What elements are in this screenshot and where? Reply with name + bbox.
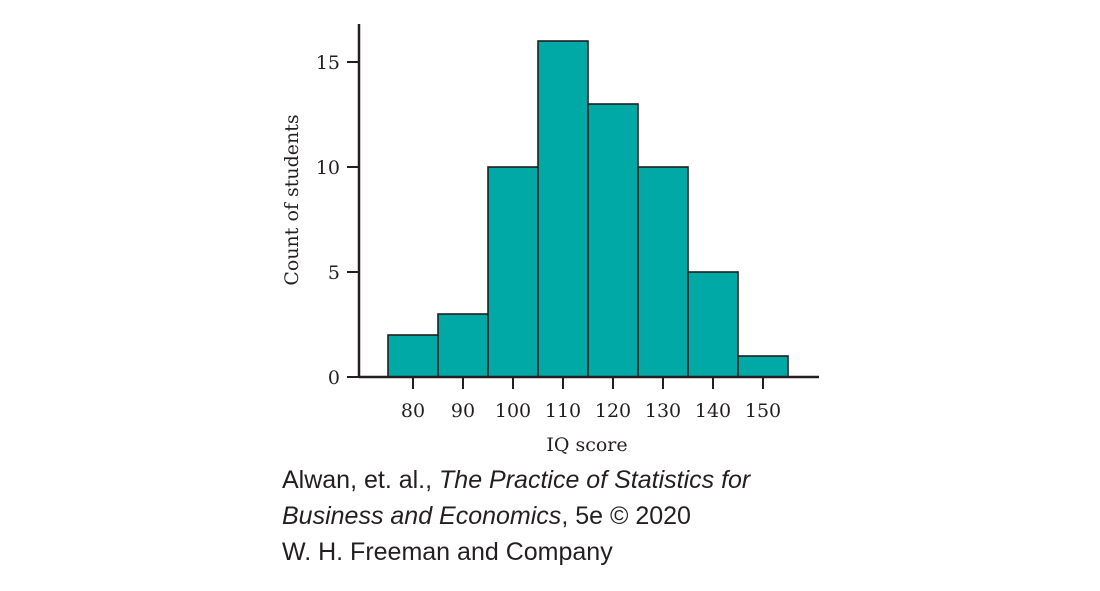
caption-title-part-2: Business and Economics (282, 502, 562, 530)
source-caption: Alwan, et. al., The Practice of Statisti… (282, 462, 750, 570)
y-tick-label-5: 5 (328, 262, 340, 284)
caption-title-part-1: The Practice of Statistics for (439, 466, 751, 494)
y-tick-label-15: 15 (316, 52, 340, 74)
bar-140 (687, 271, 739, 378)
bar-110 (537, 40, 589, 378)
bar-130 (637, 166, 689, 378)
x-tick-label-140: 140 (695, 400, 731, 422)
caption-line-1: Alwan, et. al., The Practice of Statisti… (282, 462, 750, 498)
x-tick-label-130: 130 (645, 400, 681, 422)
x-ticks-group: 80 90 100 110 120 130 140 150 (401, 377, 781, 422)
bar-120 (587, 103, 639, 378)
x-tick-label-150: 150 (745, 400, 781, 422)
y-tick-label-0: 0 (328, 367, 340, 389)
x-tick-label-80: 80 (401, 400, 425, 422)
caption-line-2: Business and Economics, 5e © 2020 (282, 498, 750, 534)
caption-authors: Alwan, et. al., (282, 466, 440, 494)
bar-100 (487, 166, 539, 378)
histogram-chart: 0 5 10 15 80 90 100 110 120 130 140 150 IQ score C… (281, 24, 819, 456)
bar-90 (437, 313, 489, 378)
x-tick-label-90: 90 (451, 400, 475, 422)
y-axis-title: Count of students (281, 114, 303, 285)
y-tick-label-10: 10 (316, 157, 340, 179)
x-tick-label-110: 110 (545, 400, 581, 422)
caption-line-3: W. H. Freeman and Company (282, 538, 613, 566)
x-axis-title: IQ score (546, 434, 627, 456)
x-tick-label-120: 120 (595, 400, 631, 422)
caption-edition: , 5e © 2020 (561, 502, 691, 530)
bar-150 (737, 355, 789, 378)
bar-80 (387, 334, 439, 378)
y-ticks-group: 0 5 10 15 (316, 52, 359, 389)
x-tick-label-100: 100 (495, 400, 531, 422)
bars-group (387, 40, 789, 378)
